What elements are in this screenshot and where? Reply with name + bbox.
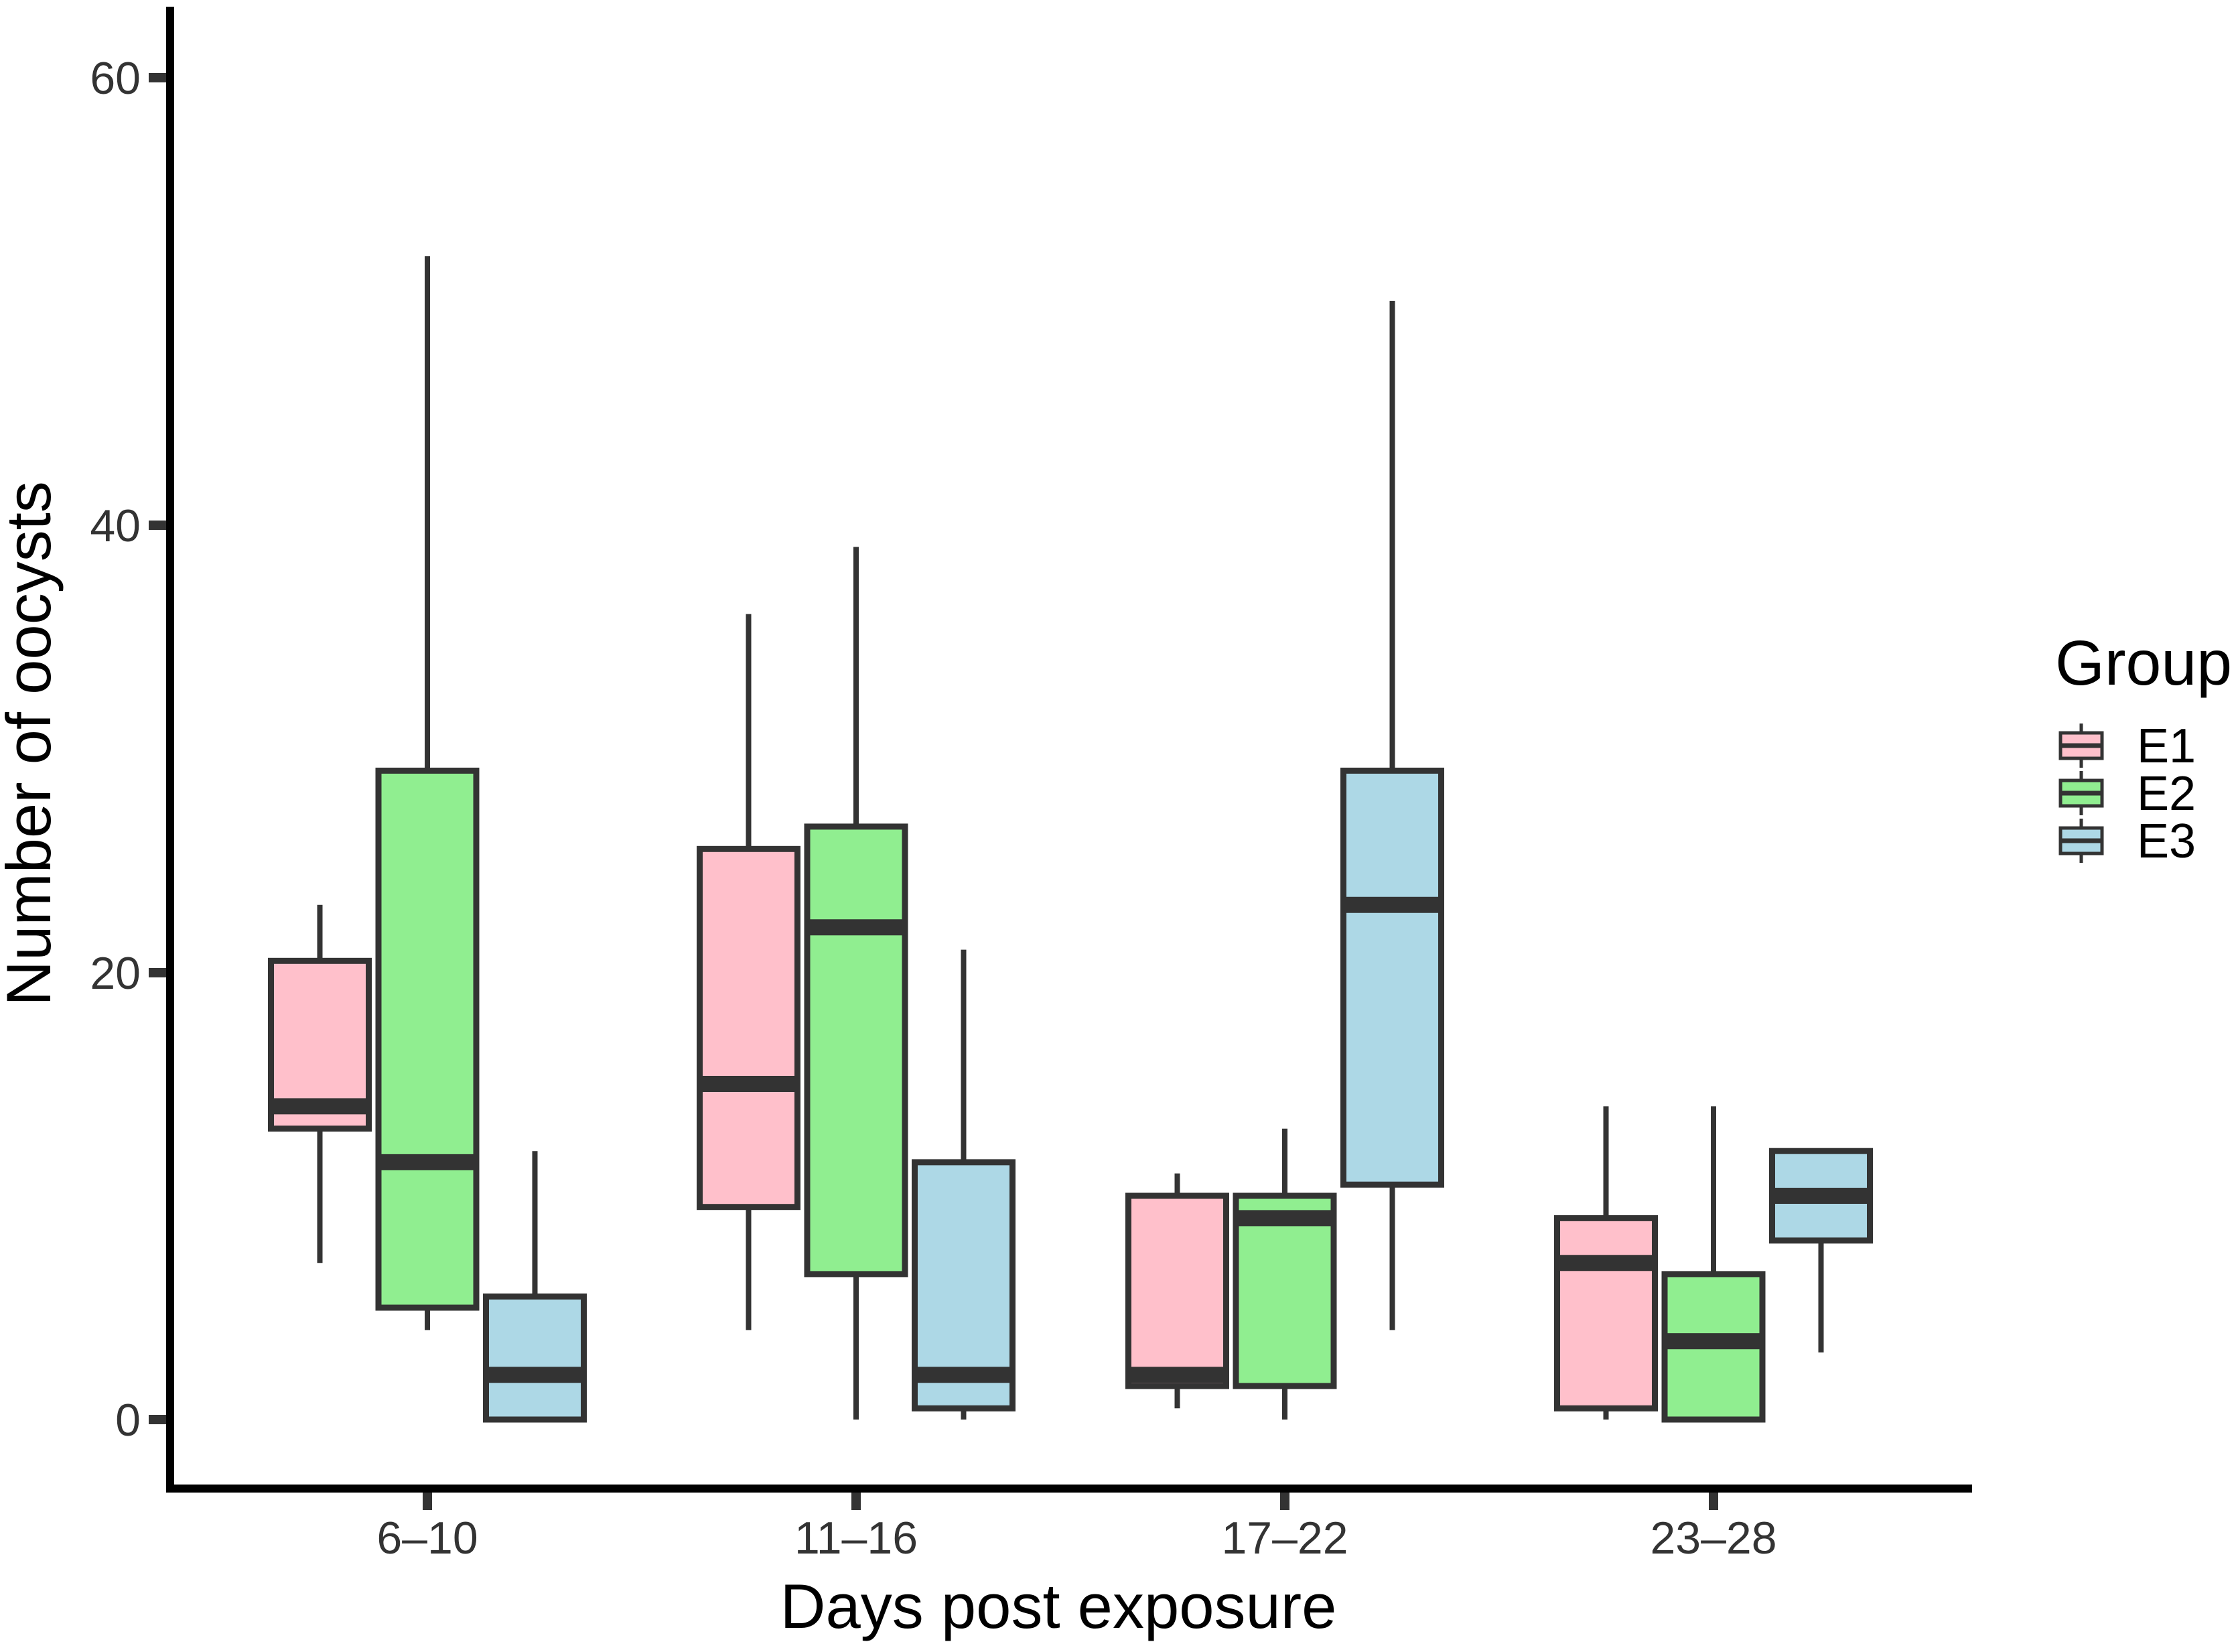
legend-label-e2: E2 (2137, 767, 2196, 821)
x-tick-mark (1280, 1493, 1289, 1510)
y-axis-line (166, 7, 174, 1493)
x-tick-label-11-16: 11–16 (794, 1513, 918, 1564)
y-tick-label-20: 20 (90, 948, 141, 999)
x-tick-mark (851, 1493, 861, 1510)
y-tick-label-0: 0 (115, 1395, 141, 1446)
y-tick-mark (149, 968, 166, 977)
y-axis-title: Number of oocysts (0, 481, 64, 1006)
legend-title: Group (2055, 628, 2232, 699)
x-axis-title: Days post exposure (780, 1571, 1337, 1641)
y-tick-label-60: 60 (90, 53, 141, 104)
y-tick-mark (149, 1415, 166, 1424)
x-tick-mark (423, 1493, 432, 1510)
box-E1-2 (1125, 1192, 1229, 1389)
box-E3-2 (1340, 767, 1444, 1188)
box-E2-2 (1233, 1192, 1337, 1389)
x-tick-mark (1709, 1493, 1718, 1510)
x-tick-label-17-22: 17–22 (1221, 1513, 1348, 1564)
y-tick-mark (149, 521, 166, 530)
box-E1-1 (697, 845, 800, 1211)
box-E1-3 (1554, 1215, 1658, 1412)
boxes-layer (268, 256, 2104, 1423)
box-E2-0 (375, 767, 480, 1311)
legend-label-e1: E1 (2137, 719, 2196, 773)
legend-label-e3: E3 (2137, 815, 2196, 868)
y-tick-label-40: 40 (90, 500, 141, 551)
x-tick-label-6-10: 6–10 (376, 1513, 478, 1564)
x-axis-line (166, 1485, 1972, 1493)
box-E3-0 (483, 1293, 587, 1423)
box-E2-1 (804, 823, 908, 1278)
x-tick-label-23-28: 23–28 (1650, 1513, 1776, 1564)
y-tick-mark (149, 73, 166, 82)
